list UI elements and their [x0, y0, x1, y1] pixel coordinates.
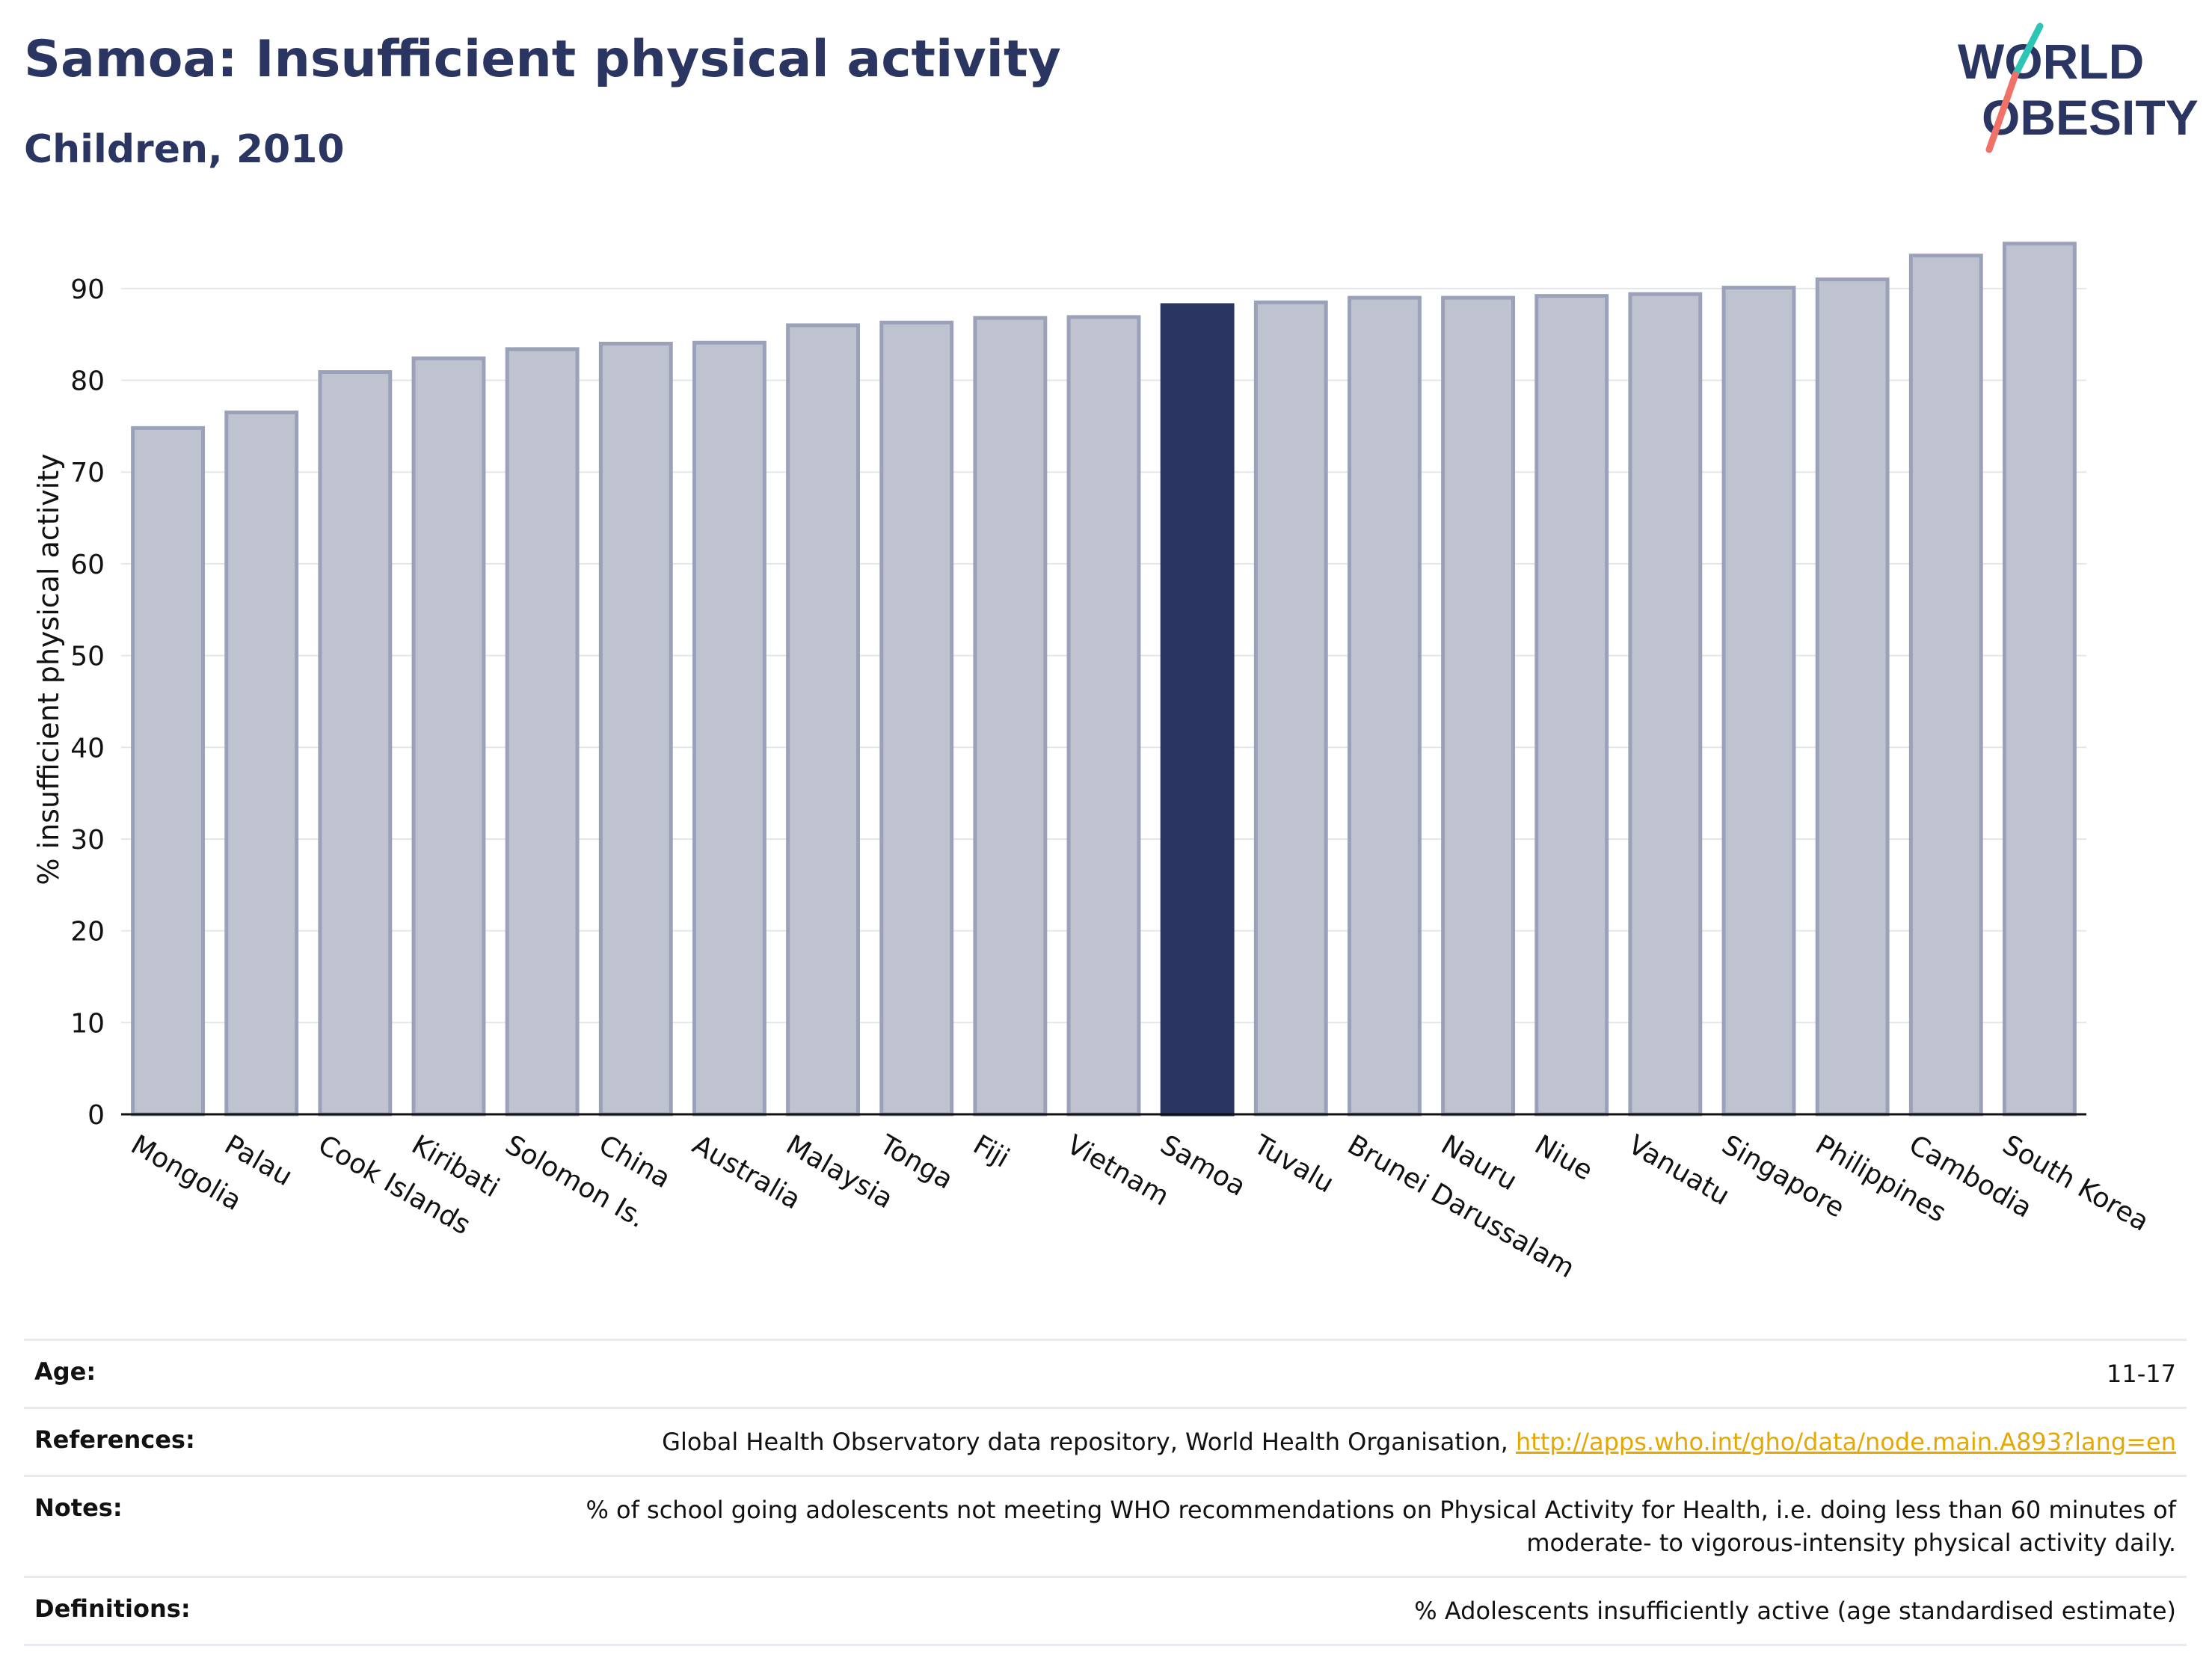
bar	[973, 316, 1048, 1117]
y-tick-label: 60	[70, 550, 105, 580]
references-value: Global Health Observatory data repositor…	[662, 1425, 2176, 1458]
logo-teal-stroke	[2012, 22, 2044, 79]
bar	[2003, 242, 2077, 1117]
definitions-label: Definitions:	[34, 1594, 191, 1623]
bar	[692, 340, 766, 1117]
bar	[1441, 295, 1515, 1117]
references-label: References:	[34, 1425, 195, 1454]
age-label: Age:	[34, 1357, 96, 1386]
notes-value: % of school going adolescents not meetin…	[586, 1493, 2176, 1559]
x-tick-label: Malaysia	[781, 1129, 898, 1215]
y-tick-label: 70	[70, 458, 105, 488]
notes-line-2: moderate- to vigorous-intensity physical…	[1526, 1529, 2176, 1557]
meta-row-definitions: Definitions: % Adolescents insufficientl…	[24, 1576, 2187, 1646]
page-title: Samoa: Insufficient physical activity	[24, 30, 1061, 89]
x-tick-label: Niue	[1529, 1129, 1597, 1186]
bar	[1908, 254, 1983, 1117]
x-tick-label: Fiji	[968, 1129, 1014, 1174]
bar	[1815, 277, 1890, 1117]
y-tick-label: 90	[70, 274, 105, 305]
notes-label: Notes:	[34, 1493, 123, 1522]
logo-word-2: OBESITY	[1982, 90, 2199, 145]
bar	[1253, 300, 1328, 1117]
y-tick-label: 20	[70, 917, 105, 948]
bar	[131, 426, 205, 1117]
y-tick-label: 50	[70, 642, 105, 672]
meta-row-age: Age: 11-17	[24, 1339, 2187, 1407]
world-obesity-logo: WORLD OBESITY	[1958, 22, 2199, 153]
bar	[879, 320, 954, 1117]
definitions-value: % Adolescents insufficiently active (age…	[1414, 1597, 2176, 1625]
metadata-table: Age: 11-17 References: Global Health Obs…	[24, 1339, 2187, 1646]
bar	[1534, 294, 1609, 1117]
y-axis-label: % insufficient physical activity	[32, 453, 65, 885]
bar	[505, 347, 580, 1117]
y-tick-label: 30	[70, 825, 105, 856]
x-tick-label: Vanuatu	[1623, 1129, 1734, 1212]
bar	[598, 341, 673, 1117]
bar	[1721, 286, 1796, 1117]
y-tick-label: 10	[70, 1008, 105, 1039]
bars	[131, 242, 2077, 1117]
age-value: 11-17	[2107, 1360, 2176, 1388]
bar	[411, 356, 486, 1117]
notes-line-1: % of school going adolescents not meetin…	[586, 1496, 2176, 1524]
y-tick-label: 40	[70, 733, 105, 764]
references-text: Global Health Observatory data repositor…	[662, 1428, 1516, 1456]
meta-row-notes: Notes: % of school going adolescents not…	[24, 1475, 2187, 1576]
x-tick-label: Tuvalu	[1248, 1129, 1339, 1200]
logo-coral-stroke	[1985, 71, 2019, 153]
x-tick-label: Vietnam	[1062, 1129, 1174, 1212]
meta-row-references: References: Global Health Observatory da…	[24, 1407, 2187, 1475]
bar	[786, 323, 860, 1117]
bar-highlight	[1160, 303, 1235, 1117]
references-link[interactable]: http://apps.who.int/gho/data/node.main.A…	[1515, 1428, 2176, 1456]
bar	[1348, 295, 1422, 1117]
bar	[1066, 315, 1141, 1117]
bar	[224, 410, 299, 1117]
y-tick-label: 0	[87, 1100, 105, 1131]
y-tick-label: 80	[70, 366, 105, 397]
page-subtitle: Children, 2010	[24, 127, 345, 172]
bar	[1628, 292, 1703, 1117]
bar	[318, 370, 393, 1117]
logo-word-1: WORLD	[1958, 34, 2144, 89]
